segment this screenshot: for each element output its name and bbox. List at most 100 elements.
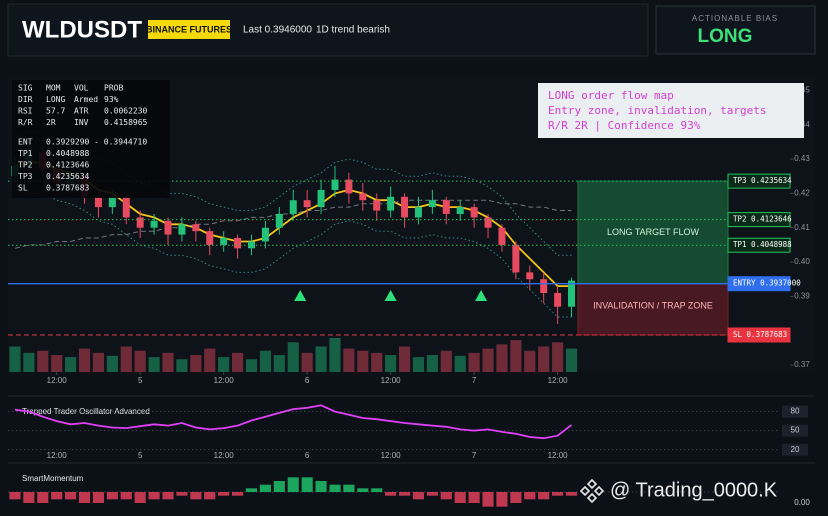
momentum-bar — [37, 492, 49, 503]
panel-cell: 0.4123646 — [46, 161, 90, 170]
momentum-bar — [454, 492, 466, 503]
momentum-bar — [134, 492, 146, 503]
volume-bar — [204, 348, 216, 372]
momentum-bar — [218, 492, 230, 496]
volume-bar — [454, 355, 466, 372]
volume-bar — [273, 355, 285, 372]
panel-cell: SIG — [18, 84, 33, 93]
momentum-bar — [245, 488, 258, 492]
momentum-bar — [65, 492, 77, 500]
momentum-bar — [287, 477, 299, 492]
panel-cell: R/R — [18, 118, 33, 127]
info-panel — [12, 80, 170, 198]
panel-cell: LONG — [46, 95, 65, 104]
momentum-bar — [565, 492, 578, 496]
candle-body — [303, 200, 311, 208]
x-tick-label: 6 — [305, 451, 310, 460]
volume-bar — [398, 346, 411, 372]
exchange-badge — [148, 20, 230, 39]
momentum-bar — [51, 492, 63, 500]
zone — [577, 180, 729, 285]
zone-label: INVALIDATION / TRAP ZONE — [593, 301, 713, 311]
momentum-bar — [162, 492, 174, 500]
level-tag — [727, 276, 791, 292]
header-bar — [7, 3, 649, 57]
volume-bar — [440, 350, 452, 372]
panel-cell: 93% — [104, 95, 119, 104]
zone-label: LONG TARGET FLOW — [607, 227, 700, 237]
candle-body — [359, 193, 367, 201]
momentum-bar — [315, 481, 327, 492]
panel-cell: DIR — [18, 95, 33, 104]
panel-cell: TP1 — [18, 149, 33, 158]
bias: LONG — [698, 26, 753, 47]
momentum-bar — [538, 492, 550, 500]
volume-bar — [510, 340, 522, 372]
momentum-bar — [357, 488, 369, 492]
level-tag — [727, 173, 791, 189]
candle-body — [554, 292, 562, 307]
y-tick-box — [782, 424, 808, 437]
annotation-line: LONG order flow map — [548, 89, 674, 102]
level-label: TP2 0.4123646 — [733, 215, 792, 224]
candle-body — [331, 179, 339, 190]
volume-bar — [65, 357, 77, 372]
y-tick-label: 0.39 — [794, 292, 810, 301]
level-label: SL 0.3787683 — [733, 330, 787, 339]
y-tick-label: 0.00 — [794, 498, 810, 507]
panel-cell: 0.3929290 - 0.3944710 — [46, 138, 147, 147]
momentum-bar — [120, 492, 132, 500]
buy-signal — [475, 290, 488, 301]
candle-body — [401, 196, 409, 218]
candle-body — [122, 196, 130, 218]
volume-bar — [232, 352, 244, 372]
candle-body — [345, 179, 353, 194]
volume-bar — [565, 348, 578, 372]
volume-bar — [148, 357, 160, 372]
momentum-bar — [385, 492, 397, 496]
candle-body — [568, 280, 576, 307]
panel-cell: 57.7 — [46, 107, 65, 116]
momentum-bar — [9, 492, 21, 500]
volume-bar — [524, 350, 536, 372]
candle-body — [526, 272, 534, 280]
candle-body — [108, 196, 116, 208]
momentum-bar — [496, 492, 508, 507]
panel-cell: INV — [74, 118, 89, 127]
panel-cell: RSI — [18, 107, 33, 116]
momentum-bar — [92, 492, 105, 503]
y-tick-box — [782, 443, 808, 456]
volume-bar — [552, 342, 564, 372]
candle-body — [261, 227, 269, 242]
momentum-bar — [468, 492, 480, 503]
y-tick-label: 0.37 — [794, 360, 810, 369]
candle-body — [94, 196, 102, 208]
volume-bar — [259, 350, 271, 372]
volume-bar — [106, 355, 118, 372]
x-tick-label: 12:00 — [548, 376, 569, 385]
panel-cell: 2R — [46, 118, 56, 127]
momentum-bar — [412, 492, 425, 500]
panel-cell: ENT — [18, 138, 33, 147]
momentum-bar — [259, 484, 271, 492]
momentum-bar — [371, 488, 383, 492]
volume-bar — [371, 352, 383, 372]
level-tag — [727, 327, 791, 343]
overlay-layer: @ Trading_0000.K SIG MOM VOL PROB DIR LONG Arm… — [12, 80, 804, 504]
panel-cell: PROB — [104, 84, 123, 93]
volume-bar — [426, 355, 438, 372]
x-tick-label: 5 — [138, 376, 143, 385]
y-tick-label: 80 — [791, 407, 800, 416]
panel-cell: VOL — [74, 84, 89, 93]
candle-body — [150, 220, 158, 228]
candle-body — [456, 207, 464, 214]
x-tick-label: 6 — [305, 376, 310, 385]
y-tick-label: 0.40 — [794, 257, 810, 266]
momentum-bar — [106, 492, 118, 500]
volume-bar — [134, 350, 146, 372]
candle-body — [164, 220, 172, 235]
x-tick-label: 12:00 — [548, 451, 569, 460]
level-tag — [727, 212, 791, 228]
pane-title: SmartMomentum — [22, 474, 84, 483]
level-label: TP3 0.4235634 — [733, 176, 792, 185]
